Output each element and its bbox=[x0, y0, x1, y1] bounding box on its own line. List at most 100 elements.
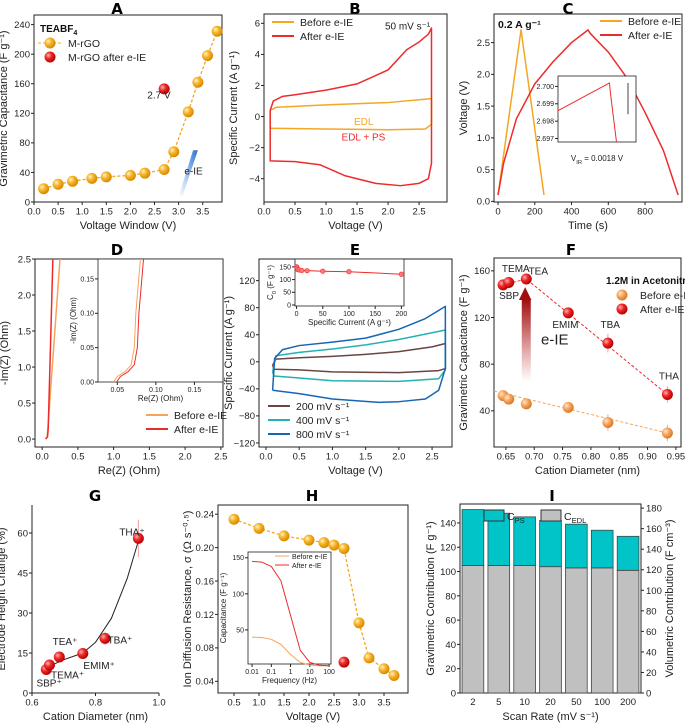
bar-cedl bbox=[616, 569, 640, 694]
y-axis-label: Specific Current (A g⁻¹) bbox=[228, 51, 240, 165]
data-point bbox=[602, 337, 614, 349]
data-point bbox=[202, 50, 214, 62]
y-tick-label: 140 bbox=[440, 518, 456, 529]
x-axis-label: Specific Current (A g⁻¹) bbox=[308, 318, 391, 327]
x-tick-label: 400 bbox=[564, 207, 580, 218]
data-point bbox=[228, 513, 240, 525]
panel-title: G bbox=[89, 487, 101, 505]
y-tick-label: 40 bbox=[479, 406, 490, 417]
y-axis-label: -Im(Z) (Ohm) bbox=[0, 321, 11, 385]
x-tick-label: 0.5 bbox=[227, 698, 240, 709]
legend-label: Before e-IE bbox=[628, 16, 681, 28]
y-tick-label: 100 bbox=[279, 277, 291, 284]
annotation: SBP bbox=[499, 291, 519, 302]
data-point bbox=[211, 25, 223, 37]
legend: 200 mV s⁻¹ 400 mV s⁻¹ 800 mV s⁻¹ bbox=[268, 401, 350, 441]
x-tick-label: 1.5 bbox=[100, 207, 113, 218]
bar-cedl bbox=[590, 567, 614, 694]
data-point bbox=[378, 663, 390, 675]
bar-cps bbox=[461, 509, 485, 566]
bar-cps bbox=[565, 523, 588, 569]
axis-frame bbox=[294, 258, 405, 307]
panel-title: I bbox=[549, 487, 555, 505]
y-tick-label: 80 bbox=[19, 138, 30, 149]
legend-swatch bbox=[540, 509, 562, 522]
x-axis-label: Re(Z) (Ohm) bbox=[138, 394, 184, 403]
data-point bbox=[304, 268, 310, 274]
series-800-mv-s- bbox=[271, 305, 447, 404]
legend: Before e-IE After e-IE bbox=[600, 16, 681, 42]
x-tick-label: 200 bbox=[620, 697, 636, 708]
data-point bbox=[338, 656, 350, 668]
panel-title: C bbox=[562, 0, 573, 18]
annotation: EMIM⁺ bbox=[83, 661, 114, 672]
y-tick-label: 45 bbox=[17, 568, 28, 579]
y-tick-label: 0 bbox=[23, 688, 28, 699]
axis-frame bbox=[493, 13, 683, 203]
x-tick-label: 50 bbox=[571, 697, 582, 708]
data-point bbox=[602, 417, 614, 428]
annotation: e-IE bbox=[184, 167, 203, 178]
axes-chart_data-6: 0.6 0.8 1.0 0 15 30 45 60 Cation Diameter (nm) El… bbox=[0, 505, 166, 723]
bar-cedl bbox=[565, 567, 588, 694]
y-tick-label: 2.5 bbox=[477, 38, 490, 49]
y-axis-label: Voltage (V) bbox=[458, 81, 470, 135]
x-axis-label: Voltage (V) bbox=[328, 465, 382, 477]
y-right-axis-label: Volumetric Contribution (F cm⁻³) bbox=[664, 519, 676, 677]
y-tick-label: 80 bbox=[244, 303, 255, 314]
legend-label: Before e-IE bbox=[300, 17, 353, 29]
x-axis-label: VIR = 0.0018 V bbox=[571, 154, 624, 166]
y-tick-label: −40 bbox=[239, 384, 255, 395]
y-tick-label: 160 bbox=[14, 79, 30, 90]
data-point bbox=[328, 539, 340, 551]
data-point bbox=[661, 389, 673, 400]
x-tick-label: 0.6 bbox=[25, 698, 38, 709]
x-tick-label: 800 bbox=[637, 207, 653, 218]
data-point bbox=[100, 171, 112, 183]
legend: Before e-IE After e-IE bbox=[275, 554, 328, 570]
x-tick-label: 0.85 bbox=[610, 452, 629, 463]
annotation: 50 mV s⁻¹ bbox=[385, 22, 431, 33]
x-tick-label: 200 bbox=[527, 207, 543, 218]
data-point bbox=[253, 522, 265, 534]
annotation: TEMA⁺ bbox=[51, 670, 84, 681]
series-line bbox=[269, 97, 433, 131]
y-tick-label: 2.699 bbox=[536, 101, 554, 108]
x-tick-label: 1.0 bbox=[252, 698, 265, 709]
data-point bbox=[320, 268, 326, 274]
x-axis-label: Voltage (V) bbox=[328, 220, 382, 232]
annotation: e-IE bbox=[541, 331, 569, 348]
x-tick-label: 3.0 bbox=[352, 698, 365, 709]
panel-title: D bbox=[111, 241, 123, 259]
series-m-rgo-after-e-ie bbox=[158, 83, 170, 95]
y-tick-label: 0.5 bbox=[477, 165, 490, 176]
x-tick-label: 5 bbox=[496, 697, 501, 708]
y-tick-label: 6 bbox=[255, 19, 260, 30]
data-point bbox=[77, 648, 89, 660]
y-tick-label: 0.05 bbox=[80, 345, 94, 352]
bar-cps bbox=[539, 520, 562, 568]
x-tick-label: 0.5 bbox=[288, 207, 301, 218]
x-tick-label: 0.75 bbox=[553, 452, 572, 463]
x-axis-label: Voltage (V) bbox=[286, 711, 340, 723]
axes-chart_data-7-inset: 0.01 0.1 1 10 100 50 100 150 Frequency (Hz) Capac… bbox=[219, 551, 335, 685]
y-right-tick-label: 20 bbox=[646, 668, 657, 679]
data-point bbox=[278, 530, 290, 542]
x-tick-label: 2.5 bbox=[327, 698, 340, 709]
x-tick-label: 0.8 bbox=[89, 698, 102, 709]
bar-cedl bbox=[513, 565, 536, 694]
y-tick-label: 2.697 bbox=[536, 136, 554, 143]
data-point bbox=[168, 146, 180, 158]
x-tick-label: 1.5 bbox=[143, 452, 156, 463]
y-right-tick-label: 120 bbox=[646, 565, 662, 576]
data-point bbox=[52, 178, 64, 190]
inset-background bbox=[248, 552, 331, 664]
y-tick-label: 2.5 bbox=[18, 254, 31, 265]
x-tick-label: 2.0 bbox=[179, 452, 192, 463]
data-point bbox=[503, 393, 515, 405]
x-tick-label: 100 bbox=[323, 669, 335, 676]
data-point bbox=[192, 76, 204, 88]
y-tick-label: 40 bbox=[19, 168, 30, 179]
series-400-mv-s- bbox=[271, 329, 447, 383]
